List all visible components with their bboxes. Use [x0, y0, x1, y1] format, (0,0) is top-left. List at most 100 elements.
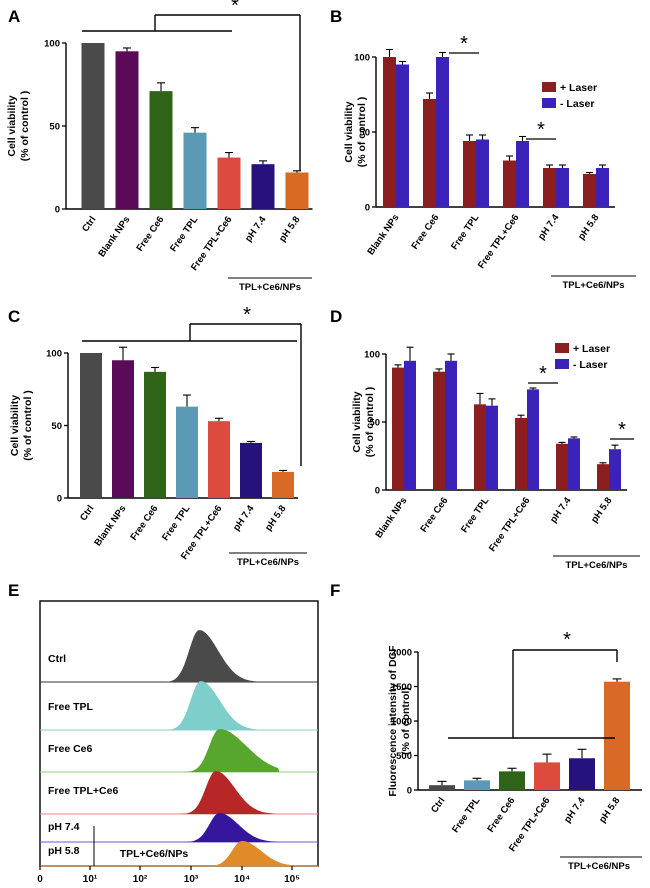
x-tick-label: Free TPL — [160, 503, 192, 543]
x-tick-label: Free TPL — [459, 495, 491, 535]
x-tick-label: pH 7.4 — [548, 495, 574, 525]
y-tick-label: 100 — [46, 349, 62, 360]
x-tick-label: 10⁵ — [284, 874, 300, 885]
bar-minus-laser-blank-nps — [396, 64, 409, 207]
legend-swatch — [542, 98, 556, 108]
panel-D: 0 50 100 Cell viability (% of control ) Blank… — [351, 343, 640, 571]
bar-minus-laser-ph-5-8 — [596, 168, 609, 207]
bar-free-tpl — [176, 406, 198, 498]
y-tick-label: 50 — [369, 418, 380, 429]
y-tick-label: 1500 — [391, 682, 412, 693]
y-tick-label: 0 — [375, 486, 380, 497]
histogram-frame — [39, 600, 319, 867]
bar-ph-7-4 — [251, 164, 275, 209]
panel-letter-C: C — [8, 307, 20, 326]
y-axis-title: (% of control ) — [19, 91, 31, 162]
bar-minus-laser-free-tpl-ce6 — [516, 141, 529, 207]
bar-free-tpl-ce6 — [217, 157, 241, 209]
bar-minus-laser-free-ce6 — [436, 57, 449, 207]
bar-plus-laser-ph-7-4 — [543, 168, 556, 207]
panel-C: 0 50 100 Cell viability (% of control ) CtrlB… — [9, 304, 307, 568]
x-tick-label: Free Ce6 — [418, 495, 450, 534]
histogram-row-label: pH 5.8 — [48, 845, 80, 857]
bar-blank-nps — [115, 51, 139, 209]
panel-letter-B: B — [330, 7, 342, 26]
y-tick-label: 50 — [49, 122, 60, 133]
panel-letter-A: A — [8, 7, 20, 26]
histogram-peak — [154, 630, 260, 682]
x-tick-label: 0 — [37, 874, 43, 885]
significance-star: * — [460, 33, 468, 55]
x-tick-label: Free Ce6 — [409, 212, 441, 251]
significance-star: * — [231, 0, 239, 17]
x-tick-label: pH 7.4 — [231, 503, 257, 533]
x-tick-label: Free Ce6 — [485, 795, 517, 834]
bar-minus-laser-free-ce6 — [445, 360, 457, 490]
x-tick-label: pH 5.8 — [263, 503, 288, 533]
bar-minus-laser-blank-nps — [404, 360, 416, 490]
x-tick-label: Free TPL — [449, 212, 481, 252]
x-tick-label: Free TPL+Ce6 — [476, 212, 522, 270]
bar-free-ce6 — [144, 371, 166, 498]
bar-free-tpl-ce6 — [534, 762, 560, 790]
y-tick-label: 0 — [55, 205, 60, 216]
histogram-peak — [155, 681, 261, 730]
x-tick-label: 10² — [133, 874, 148, 885]
bar-plus-laser-free-tpl-ce6 — [515, 417, 527, 490]
histogram-peak — [197, 841, 302, 866]
y-axis-title: Cell viability — [351, 391, 363, 452]
y-tick-label: 100 — [354, 53, 370, 64]
bar-plus-laser-blank-nps — [383, 57, 396, 207]
bar-plus-laser-free-ce6 — [423, 99, 436, 207]
y-tick-label: 0 — [57, 494, 62, 505]
bar-minus-laser-ph-5-8 — [609, 449, 621, 490]
bar-blank-nps — [112, 360, 134, 498]
panel-A: 0 50 100 Cell viability (% of control ) CtrlB… — [6, 0, 313, 293]
x-tick-label: Free TPL — [168, 214, 200, 254]
histogram-row-label: Free Ce6 — [48, 743, 93, 755]
group-label: TPL+Ce6/NPs — [562, 280, 624, 291]
y-axis-title: Cell viability — [9, 395, 21, 456]
group-label: TPL+Ce6/NPs — [120, 848, 189, 860]
group-label: TPL+Ce6/NPs — [568, 861, 630, 872]
bar-ph-5-8 — [272, 471, 294, 498]
y-axis-title: (% of control) — [400, 687, 412, 755]
bar-ctrl — [429, 785, 455, 790]
bar-free-tpl — [183, 132, 207, 209]
bar-plus-laser-ph-7-4 — [556, 443, 568, 490]
histogram-row-label: Ctrl — [48, 653, 66, 665]
y-tick-label: 1000 — [391, 717, 412, 728]
legend-swatch — [555, 343, 569, 353]
legend-label: + Laser — [573, 343, 610, 355]
x-tick-label: Ctrl — [429, 795, 447, 815]
panel-letter-D: D — [330, 307, 342, 326]
bar-minus-laser-ph-7-4 — [568, 438, 580, 490]
bar-minus-laser-free-tpl — [476, 139, 489, 207]
x-tick-label: Free TPL — [450, 795, 482, 835]
x-tick-label: Blank NPs — [96, 214, 132, 259]
x-tick-label: pH 5.8 — [576, 212, 601, 242]
bar-free-tpl — [464, 780, 490, 790]
y-axis-title: Fluorescence intensity of DCF — [387, 645, 399, 797]
y-axis-title: (% of control ) — [356, 97, 368, 168]
bar-plus-laser-free-tpl — [474, 404, 486, 490]
legend-swatch — [542, 82, 556, 92]
bar-ctrl — [80, 353, 102, 498]
x-tick-label: pH 5.8 — [589, 495, 614, 525]
bar-ctrl — [81, 43, 105, 209]
x-tick-label: 10¹ — [83, 874, 98, 885]
legend-swatch — [555, 359, 569, 369]
bar-plus-laser-free-ce6 — [433, 371, 445, 490]
significance-star: * — [618, 419, 626, 441]
histogram-row-label: Free TPL+Ce6 — [48, 785, 118, 797]
histogram-peak — [174, 813, 280, 842]
bar-minus-laser-ph-7-4 — [556, 168, 569, 207]
x-tick-label: Free Ce6 — [134, 214, 166, 253]
x-tick-label: 10³ — [184, 874, 199, 885]
x-tick-label: Ctrl — [80, 214, 98, 234]
y-tick-label: 2000 — [391, 648, 412, 659]
bar-ph-5-8 — [285, 172, 309, 209]
x-tick-label: pH 7.4 — [243, 214, 269, 244]
x-tick-label: Blank NPs — [373, 495, 409, 540]
panel-E: Ctrl Free TPL Free Ce6 Free TPL+Ce6 pH 7.4 pH… — [37, 600, 319, 885]
